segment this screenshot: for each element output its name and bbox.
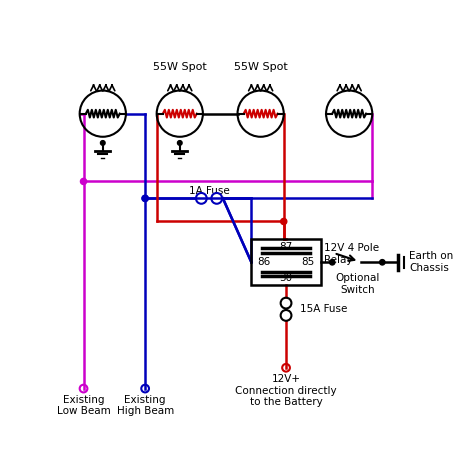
Text: 55W Spot: 55W Spot	[234, 62, 288, 72]
Text: 85: 85	[301, 257, 315, 267]
Circle shape	[177, 141, 182, 145]
Text: 30: 30	[280, 273, 292, 283]
Text: 55W Spot: 55W Spot	[153, 62, 207, 72]
Circle shape	[329, 260, 335, 265]
Text: Earth on
Chassis: Earth on Chassis	[409, 252, 454, 273]
Text: Optional
Switch: Optional Switch	[335, 273, 380, 295]
Text: 12V+
Connection directly
to the Battery: 12V+ Connection directly to the Battery	[235, 374, 337, 407]
Text: 1A Fuse: 1A Fuse	[189, 186, 229, 196]
Circle shape	[281, 219, 287, 225]
Text: 12V 4 Pole
Relay: 12V 4 Pole Relay	[324, 243, 379, 265]
Circle shape	[380, 260, 385, 265]
Circle shape	[81, 178, 87, 185]
Text: Existing
High Beam: Existing High Beam	[117, 395, 174, 416]
Text: 87: 87	[279, 241, 292, 252]
Circle shape	[142, 195, 148, 201]
Text: 15A Fuse: 15A Fuse	[300, 304, 347, 314]
Text: Existing
Low Beam: Existing Low Beam	[57, 395, 110, 416]
Bar	[251, 239, 321, 285]
Circle shape	[142, 195, 148, 201]
Text: 86: 86	[257, 257, 271, 267]
Circle shape	[100, 141, 105, 145]
